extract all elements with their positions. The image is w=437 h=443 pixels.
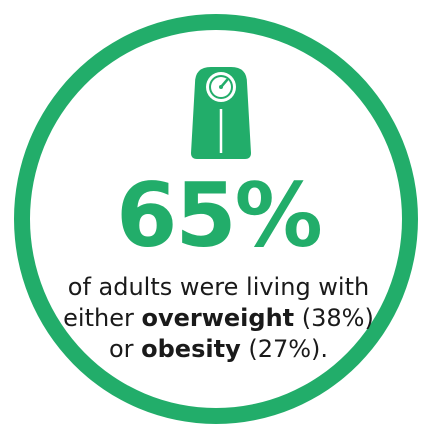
stat-percentage: 65% <box>116 164 323 267</box>
obesity-label: obesity <box>141 335 241 363</box>
bathroom-scale-icon <box>191 67 251 159</box>
overweight-label: overweight <box>141 304 295 332</box>
description-line-2: either overweight (38%) <box>63 304 374 332</box>
description-line-1: of adults were living with <box>67 273 370 301</box>
description-line-3: or obesity (27%). <box>108 335 329 363</box>
stat-description: of adults were living with either overwe… <box>0 272 437 365</box>
